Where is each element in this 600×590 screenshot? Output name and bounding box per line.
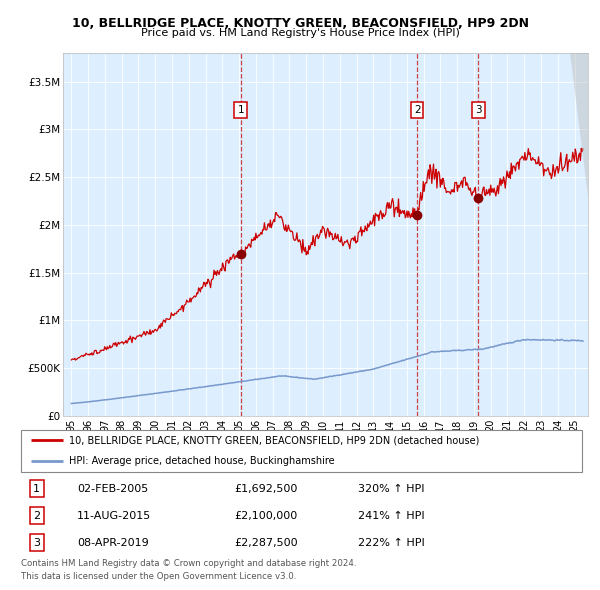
Text: 02-FEB-2005: 02-FEB-2005 <box>77 484 148 493</box>
Text: 320% ↑ HPI: 320% ↑ HPI <box>358 484 424 493</box>
Polygon shape <box>569 53 588 196</box>
Text: 1: 1 <box>33 484 40 493</box>
Text: £2,287,500: £2,287,500 <box>234 538 298 548</box>
Text: 222% ↑ HPI: 222% ↑ HPI <box>358 538 424 548</box>
Text: 1: 1 <box>238 106 244 116</box>
Text: £2,100,000: £2,100,000 <box>234 511 298 520</box>
Text: 2: 2 <box>33 511 40 520</box>
Text: 10, BELLRIDGE PLACE, KNOTTY GREEN, BEACONSFIELD, HP9 2DN (detached house): 10, BELLRIDGE PLACE, KNOTTY GREEN, BEACO… <box>68 435 479 445</box>
Text: 08-APR-2019: 08-APR-2019 <box>77 538 149 548</box>
Text: 2: 2 <box>414 106 421 116</box>
Text: HPI: Average price, detached house, Buckinghamshire: HPI: Average price, detached house, Buck… <box>68 457 334 466</box>
Text: £1,692,500: £1,692,500 <box>234 484 298 493</box>
Text: 3: 3 <box>475 106 482 116</box>
Text: 10, BELLRIDGE PLACE, KNOTTY GREEN, BEACONSFIELD, HP9 2DN: 10, BELLRIDGE PLACE, KNOTTY GREEN, BEACO… <box>71 17 529 30</box>
Text: Contains HM Land Registry data © Crown copyright and database right 2024.: Contains HM Land Registry data © Crown c… <box>21 559 356 568</box>
Text: 11-AUG-2015: 11-AUG-2015 <box>77 511 151 520</box>
Text: 3: 3 <box>33 538 40 548</box>
Text: Price paid vs. HM Land Registry's House Price Index (HPI): Price paid vs. HM Land Registry's House … <box>140 28 460 38</box>
Text: 241% ↑ HPI: 241% ↑ HPI <box>358 511 424 520</box>
Text: This data is licensed under the Open Government Licence v3.0.: This data is licensed under the Open Gov… <box>21 572 296 581</box>
